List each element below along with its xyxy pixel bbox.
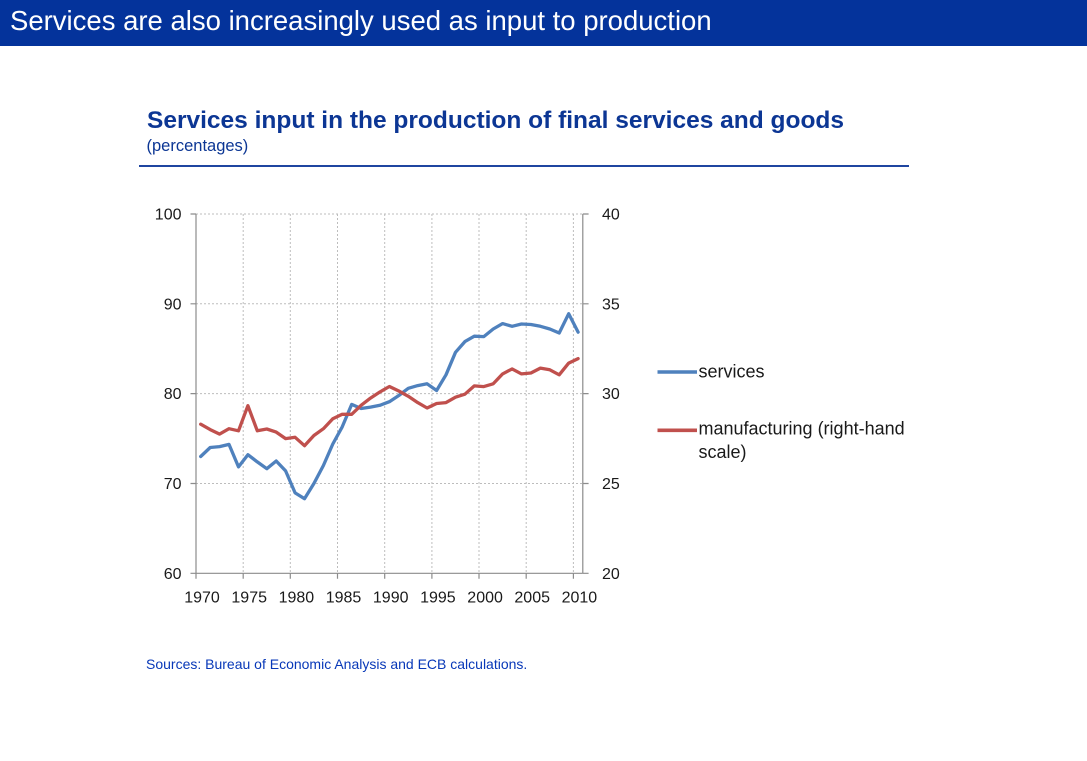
svg-text:70: 70 [164, 476, 182, 493]
svg-text:20: 20 [602, 566, 620, 583]
svg-text:90: 90 [164, 296, 182, 313]
svg-text:2005: 2005 [514, 590, 550, 607]
svg-text:manufacturing (right-hand: manufacturing (right-hand [699, 419, 905, 439]
svg-text:services: services [699, 361, 765, 381]
svg-text:60: 60 [164, 566, 182, 583]
svg-text:1990: 1990 [373, 590, 409, 607]
svg-text:40: 40 [602, 207, 620, 224]
svg-text:25: 25 [602, 476, 620, 493]
svg-text:30: 30 [602, 386, 620, 403]
svg-text:1975: 1975 [231, 590, 267, 607]
svg-text:100: 100 [155, 207, 182, 224]
svg-text:1980: 1980 [279, 590, 315, 607]
svg-text:scale): scale) [699, 442, 747, 462]
svg-text:1995: 1995 [420, 590, 456, 607]
svg-text:2000: 2000 [467, 590, 503, 607]
svg-text:2010: 2010 [562, 590, 598, 607]
svg-text:1970: 1970 [184, 590, 220, 607]
svg-text:80: 80 [164, 386, 182, 403]
svg-text:1985: 1985 [326, 590, 362, 607]
svg-text:35: 35 [602, 296, 620, 313]
